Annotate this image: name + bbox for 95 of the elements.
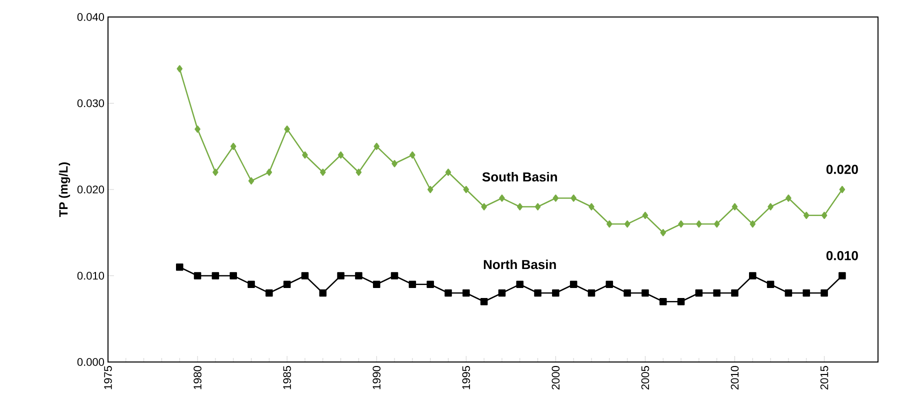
point [534,289,542,297]
point [283,280,291,288]
point [301,272,309,280]
point [534,203,541,210]
point [624,289,631,297]
point [302,151,308,159]
point [266,289,273,297]
point [784,289,792,297]
point [176,65,183,72]
point [516,203,523,210]
point [374,142,380,150]
point [588,289,596,297]
point [570,280,578,288]
point [642,212,648,220]
point [695,289,703,297]
point [786,194,792,202]
y-tick-label: 0.020 [77,186,104,194]
y-tick-label: 0.040 [77,13,104,21]
point [390,272,398,280]
point [714,220,720,228]
point [606,220,612,228]
point [732,203,738,210]
series-label: North Basin [484,260,556,270]
point [768,203,774,210]
point [284,125,290,133]
point [176,263,184,271]
point [194,272,202,280]
point [838,272,846,280]
point [552,289,560,297]
point [445,168,452,176]
x-tick-label: 1980 [194,366,202,390]
x-tick-label: 1985 [283,366,291,390]
point [194,125,200,133]
point [408,280,416,288]
point [480,298,488,306]
point [803,212,810,220]
point [444,289,452,297]
point [660,228,666,236]
x-tick-label: 1975 [104,366,112,390]
x-tick-label: 1990 [372,366,381,390]
point [606,280,614,288]
point [659,298,667,306]
point [750,220,756,228]
point [337,272,344,280]
point [426,280,434,288]
point [410,151,416,159]
point [642,289,649,297]
point [588,203,594,210]
point [821,212,828,220]
x-tick-label: 2005 [641,366,650,390]
point [230,272,237,280]
point [802,289,810,297]
point [212,168,218,176]
y-tick-label: 0.010 [77,272,104,280]
point [463,186,470,194]
point [338,151,344,159]
point [516,280,524,288]
point [498,289,506,297]
point [248,177,254,185]
x-tick-label: 2010 [730,366,739,390]
x-tick-label: 2000 [552,366,560,390]
y-tick-label: 0.000 [77,358,104,366]
point [820,289,828,297]
point [570,194,576,202]
point [319,289,327,297]
point [356,168,362,176]
point [749,272,756,280]
annotation: 0.010 [826,251,858,260]
x-tick-label: 1995 [462,366,470,390]
x-tick-label: 2015 [820,366,828,390]
point [678,220,684,228]
point [372,280,380,288]
point [766,280,774,288]
point [248,280,255,288]
point [320,168,326,176]
point [713,289,720,297]
point [266,168,272,176]
point [355,272,362,280]
point [230,142,236,150]
point [731,289,738,297]
point [427,186,434,194]
y-axis-title: TP (mg/L) [58,162,70,218]
point [624,220,630,228]
point [392,160,398,168]
point [552,194,559,202]
point [481,203,487,210]
annotation: 0.020 [826,164,858,174]
point [839,186,846,194]
series-label: South Basin [482,172,557,182]
y-tick-label: 0.030 [77,99,104,108]
point [499,194,505,202]
point [677,298,685,306]
point [462,289,470,297]
point [696,220,702,228]
point [212,272,220,280]
